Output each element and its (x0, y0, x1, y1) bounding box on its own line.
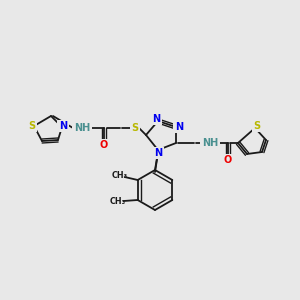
Text: N: N (175, 122, 183, 132)
Text: N: N (154, 148, 162, 158)
Text: N: N (59, 121, 67, 131)
Text: NH: NH (74, 123, 90, 133)
Text: S: S (254, 121, 261, 131)
Text: CH₃: CH₃ (112, 170, 128, 179)
Text: NH: NH (202, 138, 218, 148)
Text: O: O (100, 140, 108, 150)
Text: S: S (131, 123, 139, 133)
Text: N: N (152, 114, 160, 124)
Text: S: S (28, 121, 36, 131)
Text: O: O (224, 155, 232, 165)
Text: CH₃: CH₃ (110, 197, 126, 206)
